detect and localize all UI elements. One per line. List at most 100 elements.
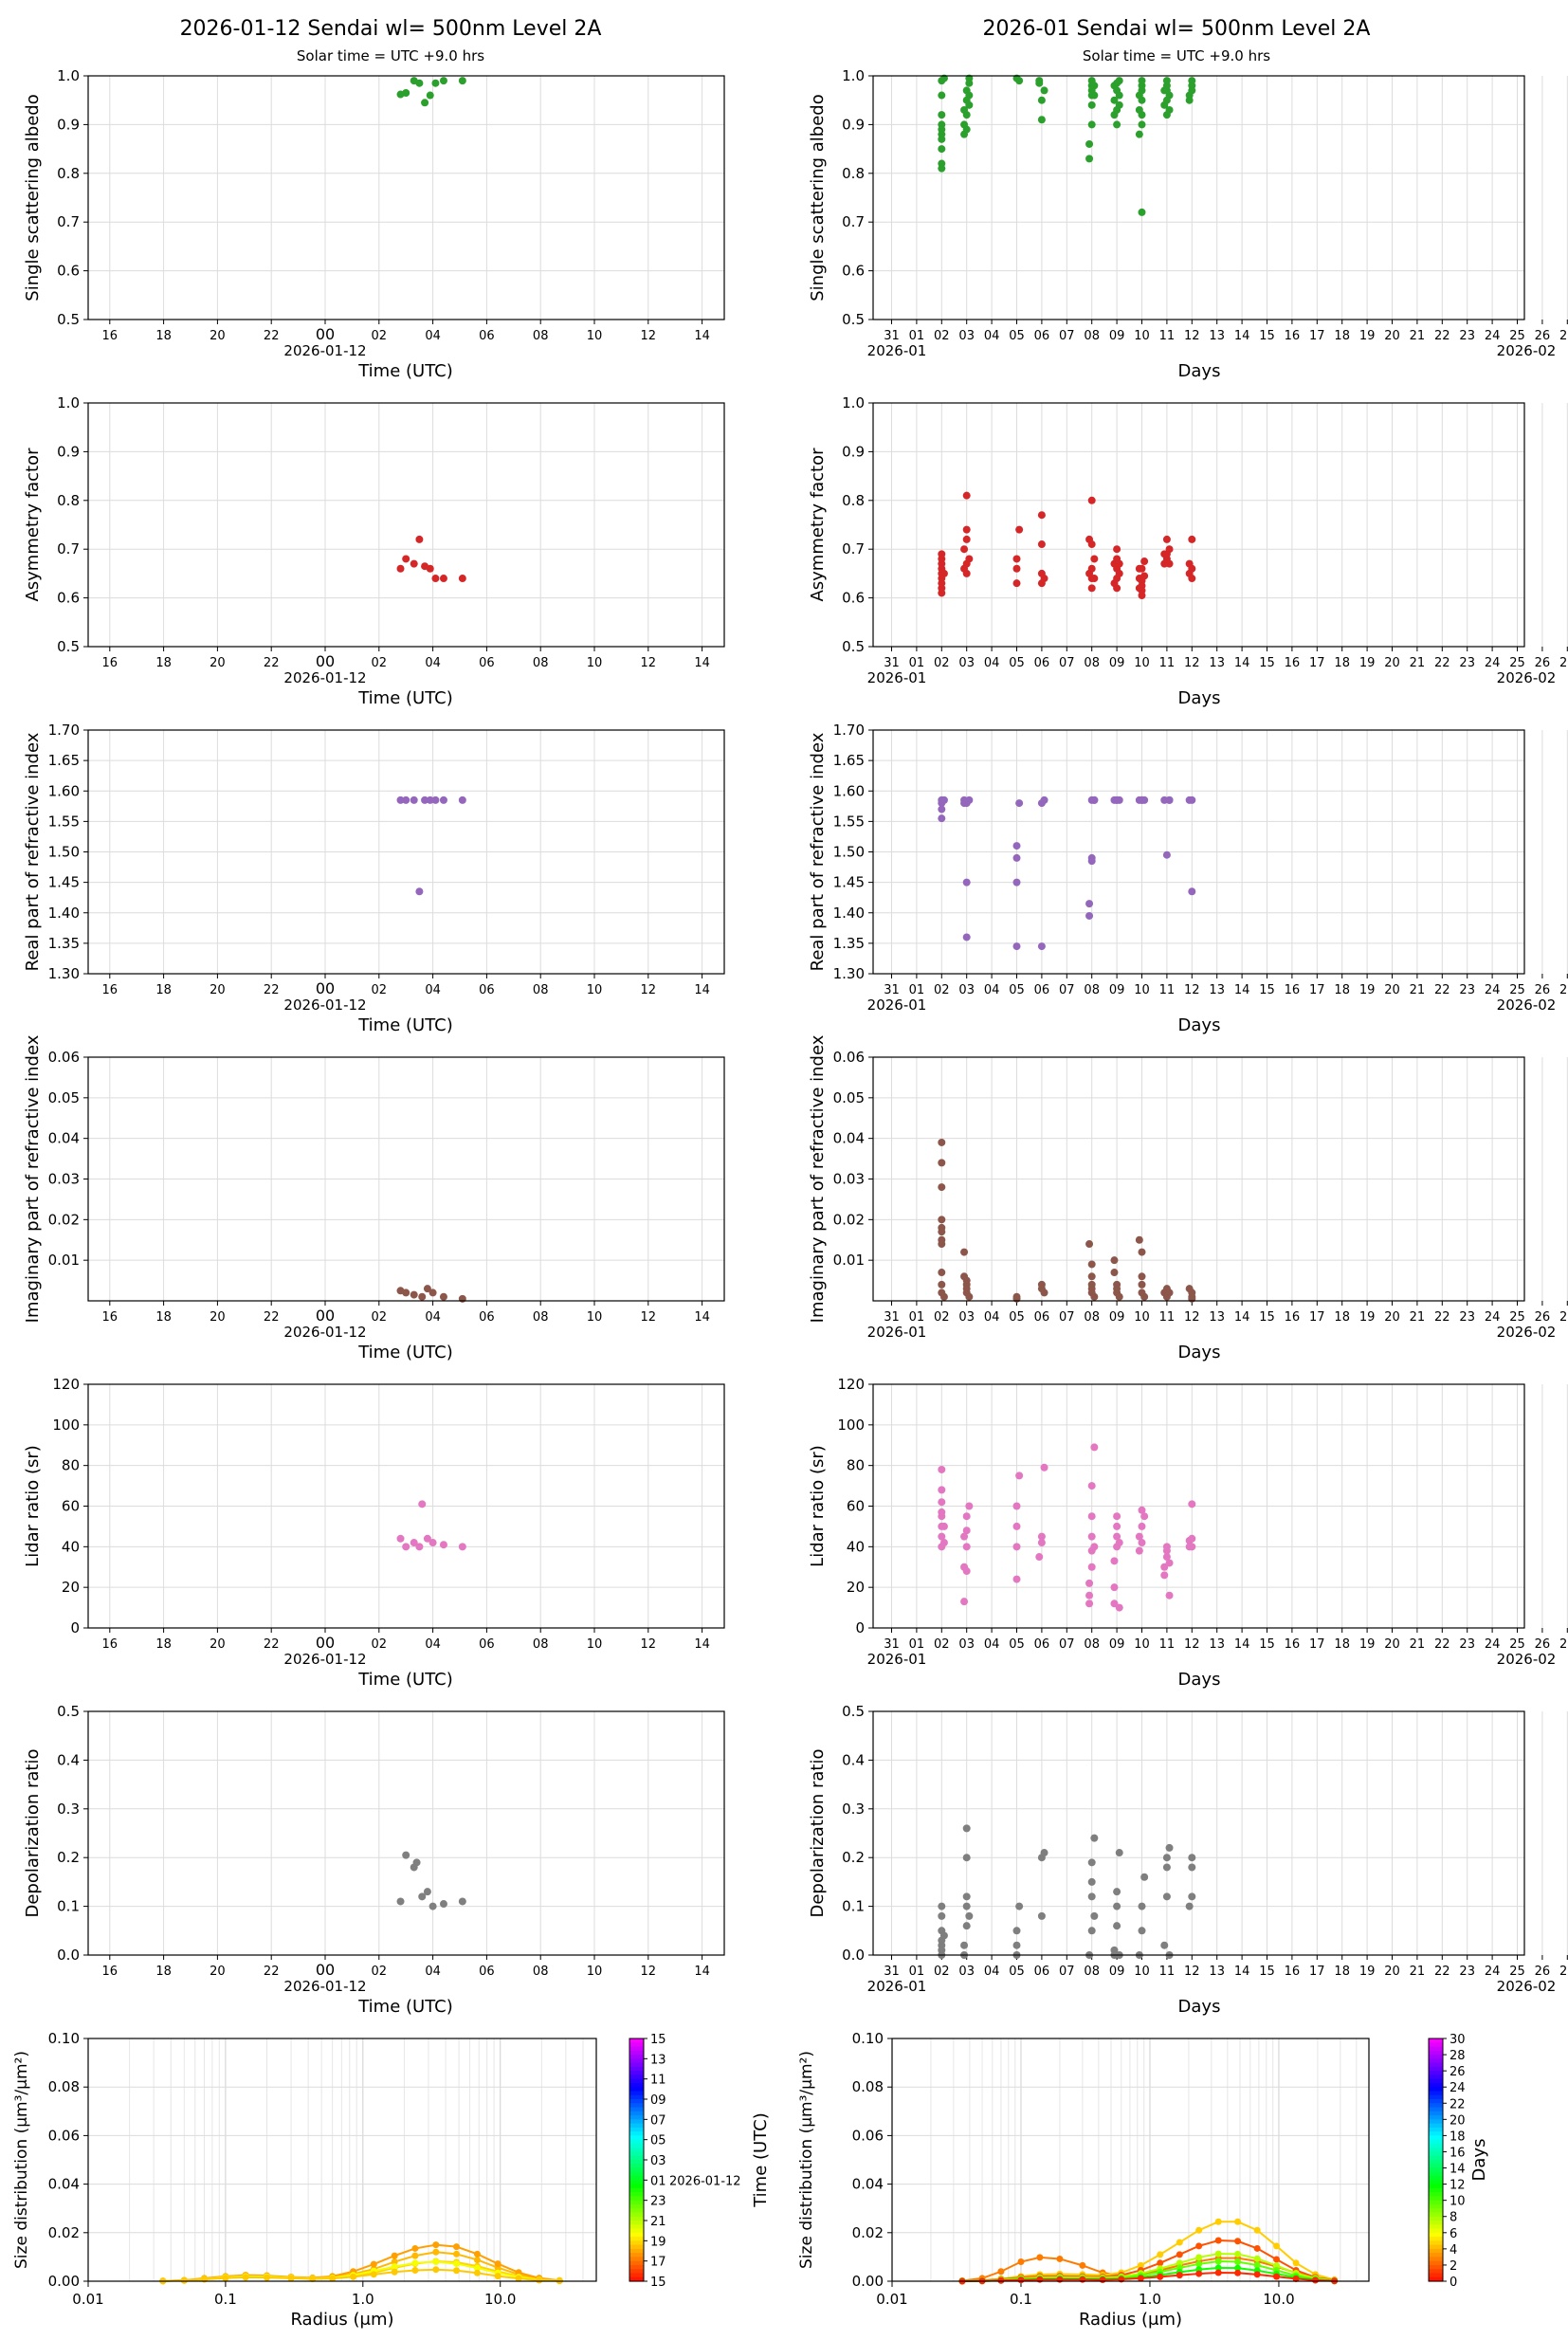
right-subtitle: Solar time = UTC +9.0 hrs (1083, 47, 1270, 64)
size-monthly-series-point (1234, 2269, 1242, 2276)
size-monthly-ytick-label: 0.00 (852, 2273, 884, 2290)
month-imag-ytick-label: 0.05 (833, 1089, 865, 1106)
monthly-point-imag (938, 1159, 946, 1167)
left-cb-slice (629, 2050, 644, 2056)
month-depol-ytick-label: 0.4 (842, 1751, 865, 1768)
month-xtick-label: 18 (1334, 1965, 1350, 1979)
month-xtick-label: 02 (934, 983, 950, 997)
day-xtick-label: 02 (372, 983, 388, 997)
monthly-point-lidar (1087, 1563, 1096, 1571)
month-xtick-label: 17 (1309, 983, 1325, 997)
daily-point-asym (396, 564, 405, 573)
size-daily-series-point (473, 2269, 481, 2276)
left-cb-title: Time (UTC) (751, 2112, 771, 2208)
day-xtick-label: 00 (316, 652, 335, 670)
monthly-point-depol (1188, 1863, 1196, 1872)
monthly-point-lidar (1035, 1553, 1044, 1562)
day-xtick-label: 08 (533, 656, 549, 670)
daily-point-imag (410, 1290, 418, 1299)
monthly-point-lidar (938, 1508, 946, 1516)
month-xtick-label: 24 (1485, 983, 1501, 997)
left-cb-slice (629, 2155, 644, 2161)
monthly-point-lidar (1188, 1500, 1196, 1508)
day-asym-ytick-label: 0.9 (57, 443, 80, 460)
monthly-point-real (1085, 900, 1094, 908)
right-cb-label: 30 (1449, 2033, 1466, 2047)
day-xtick-label: 00 (316, 1961, 335, 1979)
right-cb-slice (1429, 2148, 1443, 2153)
left-cb-slice (629, 2119, 644, 2125)
size-daily-series-point (391, 2263, 398, 2271)
monthly-point-asym (1188, 575, 1196, 583)
size-daily-series-point (453, 2243, 461, 2251)
left-cb-slice (629, 2176, 644, 2181)
daily-point-asym (415, 535, 424, 543)
monthly-point-asym (1165, 545, 1174, 554)
right-cb-slice (1429, 2253, 1443, 2258)
monthly-point-imag (1085, 1240, 1094, 1249)
day-lidar-ytick-label: 120 (52, 1376, 80, 1393)
daily-point-lidar (423, 1534, 431, 1543)
day-xtick-label: 20 (210, 1965, 226, 1979)
right-cb-slice (1429, 2094, 1443, 2100)
month-xtick-label: 25 (1509, 1637, 1525, 1652)
day-xtick-label: 10 (587, 329, 603, 343)
monthly-point-ssa (1162, 77, 1171, 85)
month-real-ytick-label: 1.70 (833, 722, 865, 739)
day-xtick-label: 16 (102, 1965, 119, 1979)
monthly-point-depol (1115, 1849, 1123, 1857)
left-cb-slice (629, 2062, 644, 2068)
monthly-point-imag (1138, 1248, 1146, 1256)
size-monthly-series-point (1195, 2270, 1203, 2277)
month-xtick-label: 27 (1559, 329, 1568, 343)
month-lidar-ytick-label: 80 (847, 1457, 865, 1474)
day-frame (87, 1056, 725, 1302)
monthly-point-lidar (1037, 1532, 1046, 1541)
monthly-point-depol (960, 1941, 969, 1949)
size-monthly-series-point (1311, 2276, 1319, 2284)
month-xtick-label: 19 (1359, 329, 1376, 343)
day-xtick-label: 18 (155, 1637, 172, 1652)
size-monthly-series-point (1273, 2242, 1281, 2250)
right-cb-label: 24 (1449, 2081, 1466, 2095)
size-daily-xtick-label: 0.1 (214, 2291, 237, 2308)
monthly-point-asym (1188, 535, 1196, 543)
day-xlabel: Time (UTC) (357, 1997, 453, 2017)
size-daily-series-point (432, 2241, 440, 2249)
size-monthly-series-point (1056, 2255, 1064, 2262)
month-imag-ytick-label: 0.02 (833, 1211, 865, 1228)
right-cb-slice (1429, 2143, 1443, 2148)
day-xlabel: Time (UTC) (357, 1015, 453, 1035)
monthly-point-ssa (965, 91, 974, 100)
right-cb-slice (1429, 2127, 1443, 2132)
monthly-point-lidar (1040, 1463, 1048, 1472)
monthly-point-asym (1115, 559, 1123, 568)
monthly-point-ssa (1087, 101, 1096, 109)
size-monthly-series-point (1214, 2269, 1222, 2276)
right-cb-slice (1429, 2135, 1443, 2141)
month-imag-ylabel: Imaginary part of refractive index (808, 1034, 828, 1323)
monthly-point-ssa (938, 111, 946, 119)
month-xtick-label: 31 (884, 1310, 900, 1325)
monthly-point-imag (1138, 1272, 1146, 1281)
monthly-point-depol (1110, 1946, 1119, 1954)
day-xtick-label: 02 (372, 329, 388, 343)
day-real-ytick-label: 1.55 (48, 813, 80, 830)
month-xtick-label: 07 (1059, 1965, 1075, 1979)
monthly-point-ssa (962, 125, 971, 134)
monthly-point-asym (1162, 535, 1171, 543)
daily-point-asym (410, 559, 418, 568)
size-monthly-ytick-label: 0.02 (852, 2224, 884, 2241)
left-cb-slice (629, 2187, 644, 2193)
day-imag-ytick-label: 0.05 (48, 1089, 80, 1106)
month-asym-ytick-label: 0.6 (842, 590, 865, 607)
size-daily-series-point (329, 2275, 337, 2282)
month-xtick-label: 12 (1184, 983, 1200, 997)
monthly-point-lidar (1012, 1543, 1021, 1551)
left-cb-slice (629, 2111, 644, 2116)
monthly-point-real (1040, 795, 1048, 804)
month-xtick-label: 27 (1559, 983, 1568, 997)
month-xtick-label: 19 (1359, 1965, 1376, 1979)
left-cb-slice (629, 2038, 644, 2043)
monthly-point-lidar (1085, 1600, 1094, 1608)
